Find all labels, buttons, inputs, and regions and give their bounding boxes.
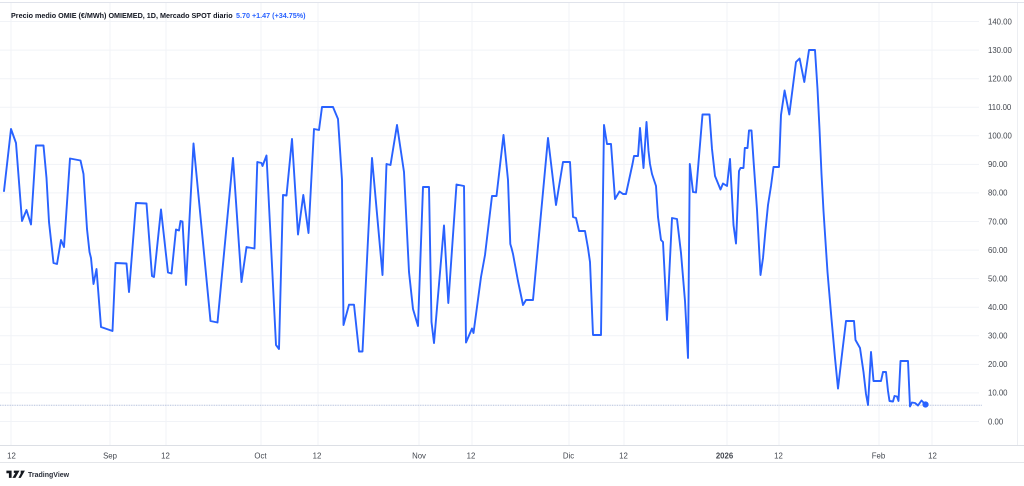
svg-text:80.00: 80.00 [988, 189, 1008, 198]
svg-text:90.00: 90.00 [988, 160, 1008, 169]
svg-text:12: 12 [313, 452, 322, 461]
svg-text:140.00: 140.00 [988, 17, 1013, 26]
svg-text:Oct: Oct [254, 452, 267, 461]
svg-text:12: 12 [467, 452, 476, 461]
svg-text:Feb: Feb [872, 452, 886, 461]
svg-text:110.00: 110.00 [988, 103, 1012, 112]
svg-text:Sep: Sep [103, 452, 118, 461]
svg-text:12: 12 [161, 452, 170, 461]
svg-text:12: 12 [619, 452, 628, 461]
svg-text:10.00: 10.00 [988, 389, 1008, 398]
svg-text:60.00: 60.00 [988, 246, 1008, 255]
svg-text:30.00: 30.00 [988, 332, 1008, 341]
svg-text:12: 12 [774, 452, 783, 461]
svg-text:20.00: 20.00 [988, 360, 1008, 369]
svg-text:2026: 2026 [716, 452, 734, 461]
svg-text:Dic: Dic [563, 452, 574, 461]
svg-text:70.00: 70.00 [988, 217, 1008, 226]
svg-text:TradingView: TradingView [28, 472, 70, 479]
svg-text:40.00: 40.00 [988, 303, 1008, 312]
svg-text:5.70 +1.47 (+34.75%): 5.70 +1.47 (+34.75%) [236, 11, 306, 20]
svg-text:Nov: Nov [412, 452, 426, 461]
svg-text:0.00: 0.00 [988, 417, 1004, 426]
svg-text:50.00: 50.00 [988, 274, 1008, 283]
svg-text:Precio medio OMIE (€/MWh) OMIE: Precio medio OMIE (€/MWh) OMIEMED, 1D, M… [11, 11, 233, 20]
svg-text:12: 12 [7, 452, 16, 461]
svg-text:130.00: 130.00 [988, 46, 1013, 55]
svg-text:12: 12 [928, 452, 937, 461]
svg-text:100.00: 100.00 [988, 132, 1013, 141]
svg-text:120.00: 120.00 [988, 75, 1013, 84]
